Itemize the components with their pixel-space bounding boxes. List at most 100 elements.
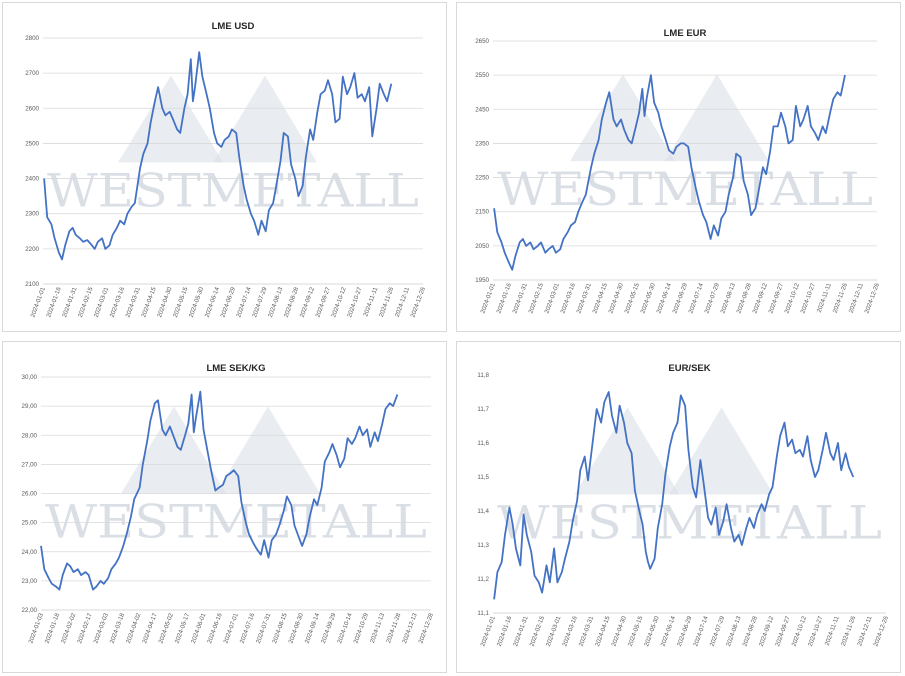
x-tick-label: 2024-03-01 <box>93 286 111 319</box>
x-tick-label: 2024-10-27 <box>799 282 817 315</box>
x-tick-label: 2024-07-31 <box>255 612 273 645</box>
x-tick-label: 2024-11-26 <box>378 286 395 318</box>
y-tick-label: 11,4 <box>477 508 489 515</box>
x-tick-label: 2024-05-30 <box>639 282 657 315</box>
x-tick-label: 2024-01-01 <box>479 282 497 315</box>
x-tick-label: 2024-06-14 <box>660 615 678 648</box>
y-tick-label: 26,00 <box>22 491 38 498</box>
y-tick-label: 29,00 <box>22 403 38 410</box>
x-tick-label: 2024-11-11 <box>816 282 833 314</box>
x-tick-label: 2024-03-01 <box>543 282 561 315</box>
x-tick-label: 2024-04-30 <box>156 286 174 319</box>
chart-lme-usd: WESTMETALL LME USD 2800 2700 2600 2500 2400 230… <box>25 21 427 319</box>
y-tick-label: 2500 <box>25 140 39 147</box>
x-tick-label: 2024-07-14 <box>687 282 705 315</box>
x-tick-label: 2024-04-02 <box>125 612 143 645</box>
x-tick-label: 2024-09-29 <box>320 612 338 645</box>
x-tick-label: 2024-07-16 <box>239 612 257 645</box>
x-tick-label: 2024-04-30 <box>610 615 628 648</box>
chart-eur-sek: WESTMETALL EUR/SEK 11,8 11,7 11,6 11,5 11,4 11,… <box>477 363 890 648</box>
x-tick-label: 2024-01-16 <box>495 282 513 315</box>
y-tick-label: 11,3 <box>477 542 489 549</box>
x-tick-label: 2024-07-01 <box>222 612 240 645</box>
x-tick-label: 2024-02-02 <box>60 612 78 645</box>
x-tick-label: 2024-03-16 <box>561 615 579 648</box>
y-tick-label: 2100 <box>25 281 39 288</box>
x-tick-label: 2024-12-26 <box>409 286 427 319</box>
x-tick-label: 2024-12-11 <box>394 286 411 318</box>
y-tick-label: 2800 <box>25 35 39 42</box>
x-tick-label: 2024-08-13 <box>719 282 737 315</box>
x-tick-label: 2024-08-30 <box>287 612 305 645</box>
x-tick-label: 2024-01-31 <box>511 282 529 315</box>
y-tick-label: 23,00 <box>22 578 38 585</box>
x-tick-label: 2024-12-26 <box>863 282 881 315</box>
chart-title: LME EUR <box>664 28 707 39</box>
watermark-text: WESTMETALL <box>45 494 427 548</box>
x-tick-label: 2024-03-16 <box>559 282 577 315</box>
y-tick-label: 2150 <box>475 209 489 216</box>
y-tick-label: 2050 <box>475 243 489 250</box>
chart-title: LME SEK/KG <box>206 363 265 374</box>
x-tick-label: 2024-01-01 <box>29 286 47 319</box>
x-tick-label: 2024-08-28 <box>735 282 753 315</box>
x-tick-label: 2024-06-14 <box>204 286 222 319</box>
x-tick-label: 2024-10-29 <box>352 612 370 645</box>
x-tick-label: 2024-01-18 <box>44 612 62 645</box>
chart-panel-lme-usd: WESTMETALL LME USD 2800 2700 2600 2500 2400 230… <box>2 2 447 332</box>
y-tick-label: 27,00 <box>22 461 38 468</box>
x-tick-label: 2024-03-31 <box>124 286 142 319</box>
x-tick-label: 2024-08-15 <box>271 612 289 645</box>
x-tick-label: 2024-09-12 <box>758 615 776 648</box>
x-tick-label: 2024-12-11 <box>848 282 865 314</box>
x-tick-label: 2024-01-03 <box>27 612 45 645</box>
x-tick-label: 2024-01-01 <box>479 615 497 648</box>
x-tick-label: 2024-04-15 <box>591 282 609 315</box>
y-tick-label: 2200 <box>25 246 39 253</box>
x-tick-label: 2024-02-15 <box>527 282 545 315</box>
y-tick-label: 2450 <box>475 106 489 113</box>
x-tick-label: 2024-10-12 <box>330 286 348 319</box>
x-tick-label: 2024-12-26 <box>872 615 890 648</box>
x-tick-label: 2024-05-15 <box>172 286 190 319</box>
y-tick-label: 11,5 <box>477 474 489 481</box>
y-tick-label: 11,8 <box>477 372 489 379</box>
x-tick-label: 2024-04-17 <box>141 612 159 645</box>
watermark-logo: WESTMETALL <box>497 74 873 216</box>
x-tick-label: 2024-05-17 <box>174 612 192 645</box>
y-tick-label: 11,7 <box>477 406 489 413</box>
y-tick-label: 2300 <box>25 211 39 218</box>
x-tick-label: 2024-06-29 <box>676 615 694 648</box>
x-tick-label: 2024-03-31 <box>578 615 596 648</box>
x-tick-label: 2024-06-16 <box>206 612 224 645</box>
x-tick-label: 2024-10-27 <box>807 615 825 648</box>
chart-panel-lme-sek-kg: WESTMETALL LME SEK/KG 30,00 29,00 28,00 27,00… <box>2 341 447 673</box>
series-line <box>40 390 399 591</box>
x-tick-label: 2024-01-16 <box>45 286 63 319</box>
x-tick-label: 2024-09-12 <box>751 282 769 315</box>
x-tick-label: 2024-11-26 <box>840 615 857 647</box>
x-tick-label: 2024-01-31 <box>512 615 530 648</box>
x-tick-label: 2024-06-14 <box>655 282 673 315</box>
x-tick-label: 2024-04-15 <box>140 286 158 319</box>
x-tick-label: 2024-07-14 <box>235 286 253 319</box>
x-tick-label: 2024-09-12 <box>299 286 317 319</box>
y-tick-label: 11,6 <box>477 440 489 447</box>
y-tick-label: 22,00 <box>22 607 38 614</box>
x-tick-label: 2024-03-01 <box>545 615 563 648</box>
y-tick-label: 2250 <box>475 175 489 182</box>
x-tick-label: 2024-12-28 <box>417 612 435 645</box>
series-line <box>493 74 846 271</box>
chart-title: EUR/SEK <box>668 363 710 374</box>
x-tick-label: 2024-09-27 <box>314 286 332 319</box>
x-tick-label: 2024-03-31 <box>575 282 593 315</box>
y-tick-label: 11,1 <box>477 610 489 617</box>
x-tick-label: 2024-09-14 <box>304 612 322 645</box>
x-tick-label: 2024-06-01 <box>190 612 208 645</box>
chart-title: LME USD <box>212 21 255 32</box>
x-tick-label: 2024-02-15 <box>529 615 547 648</box>
y-tick-label: 30,00 <box>22 374 38 381</box>
x-tick-label: 2024-11-13 <box>369 612 386 644</box>
series-line <box>43 51 393 261</box>
x-tick-label: 2024-08-13 <box>267 286 285 319</box>
